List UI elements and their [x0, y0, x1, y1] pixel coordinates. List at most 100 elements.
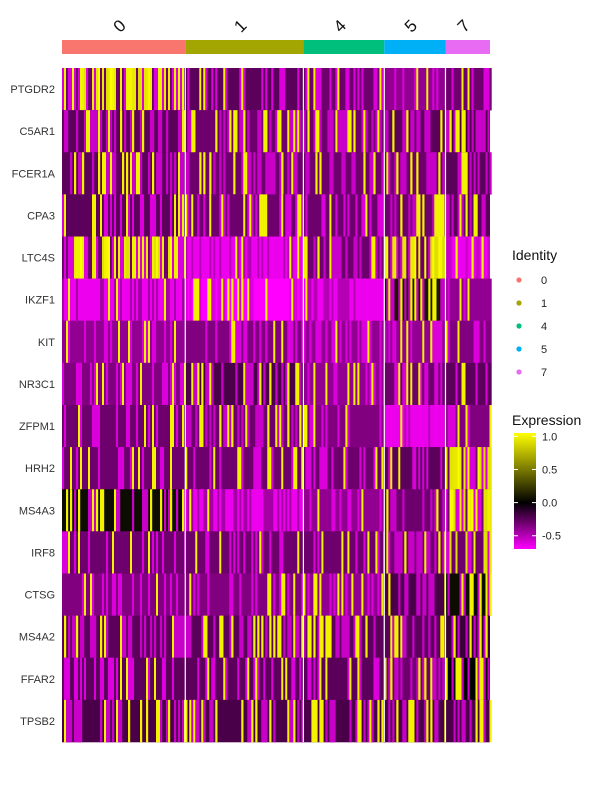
heat-cell	[353, 278, 356, 322]
heat-cell	[158, 236, 161, 279]
heat-cell	[487, 278, 490, 322]
heat-cell	[359, 194, 362, 237]
heat-cell	[353, 531, 356, 574]
heat-cell	[311, 194, 314, 237]
heat-cell	[457, 615, 460, 659]
heat-cell	[72, 531, 75, 574]
heat-cell	[363, 405, 366, 448]
heat-cell	[307, 68, 310, 111]
heat-cell	[371, 657, 374, 701]
heat-cell	[445, 447, 448, 490]
heat-cell	[160, 531, 163, 574]
heat-cell	[203, 447, 206, 490]
heat-cell	[74, 278, 77, 322]
heat-cell	[257, 447, 260, 490]
heat-cell	[477, 236, 480, 279]
heat-cell	[384, 657, 387, 701]
heat-cell	[178, 405, 181, 448]
identity-legend-label-0: 0	[541, 275, 547, 287]
heat-cell	[345, 447, 348, 490]
heat-cell	[487, 236, 490, 279]
heat-cell	[455, 447, 458, 490]
heat-cell	[96, 405, 99, 448]
heat-cell	[339, 362, 342, 406]
heat-cell	[365, 110, 368, 153]
heat-cell	[485, 278, 488, 322]
heat-cell	[134, 573, 137, 616]
heat-cell	[297, 573, 300, 616]
heat-cell	[459, 152, 462, 195]
heat-cell	[485, 68, 488, 111]
heat-cell	[355, 699, 358, 743]
heat-cell	[273, 194, 276, 237]
heat-cell	[267, 320, 270, 364]
heat-cell	[447, 447, 450, 490]
heat-cell	[130, 194, 133, 237]
heat-cell	[152, 531, 155, 574]
heat-cell	[289, 699, 292, 743]
heat-cell	[351, 194, 354, 237]
heat-cell	[277, 68, 280, 111]
heat-cell	[299, 573, 302, 616]
heat-cell	[96, 362, 99, 406]
heat-cell	[74, 320, 77, 364]
heat-cell	[479, 447, 482, 490]
heat-cell	[80, 362, 83, 406]
heat-cell	[124, 405, 127, 448]
heat-cell	[82, 573, 85, 616]
heat-cell	[317, 320, 320, 364]
cluster-label-0: 0	[110, 16, 130, 36]
heat-cell	[263, 68, 266, 111]
heat-cell	[195, 194, 198, 237]
heat-cell	[72, 194, 75, 237]
heat-cell	[438, 68, 441, 111]
heat-cell	[156, 68, 159, 111]
heat-cell	[305, 278, 308, 322]
heat-cell	[449, 362, 452, 406]
heat-cell	[449, 110, 452, 153]
heat-cell	[134, 531, 137, 574]
heat-cell	[104, 152, 107, 195]
heat-cell	[154, 447, 157, 490]
heat-cell	[445, 194, 448, 237]
heat-cell	[116, 699, 119, 743]
heat-cell	[259, 68, 262, 111]
heat-cell	[72, 657, 75, 701]
heat-cell	[471, 110, 474, 153]
heat-cell	[104, 657, 107, 701]
heat-cell	[168, 489, 171, 532]
heat-cell	[122, 152, 125, 195]
heat-cell	[297, 489, 300, 532]
heat-cell	[275, 573, 278, 616]
heat-cell	[174, 447, 177, 490]
heat-cell	[297, 531, 300, 574]
heat-cell	[193, 278, 196, 322]
heat-cell	[317, 236, 320, 279]
heat-cell	[98, 110, 101, 153]
heat-cell	[223, 320, 226, 364]
gene-label-PTGDR2: PTGDR2	[10, 84, 55, 96]
heat-cell	[237, 194, 240, 237]
heat-cell	[152, 573, 155, 616]
heat-cell	[305, 573, 308, 616]
heat-cell	[130, 362, 133, 406]
heat-cell	[74, 405, 77, 448]
heat-cell	[144, 573, 147, 616]
heat-cell	[325, 362, 328, 406]
heat-cell	[239, 110, 242, 153]
heat-cell	[170, 447, 173, 490]
heat-cell	[327, 657, 330, 701]
heat-cell	[465, 615, 468, 659]
heat-cell	[359, 531, 362, 574]
heat-cell	[189, 68, 192, 111]
heat-cell	[235, 489, 238, 532]
heat-cell	[430, 152, 433, 195]
heat-cell	[106, 362, 109, 406]
heat-cell	[457, 68, 460, 111]
heat-cell	[293, 278, 296, 322]
heat-cell	[239, 531, 242, 574]
heat-cell	[483, 278, 486, 322]
heat-cell	[215, 320, 218, 364]
heat-cell	[453, 615, 456, 659]
heat-cell	[375, 320, 378, 364]
